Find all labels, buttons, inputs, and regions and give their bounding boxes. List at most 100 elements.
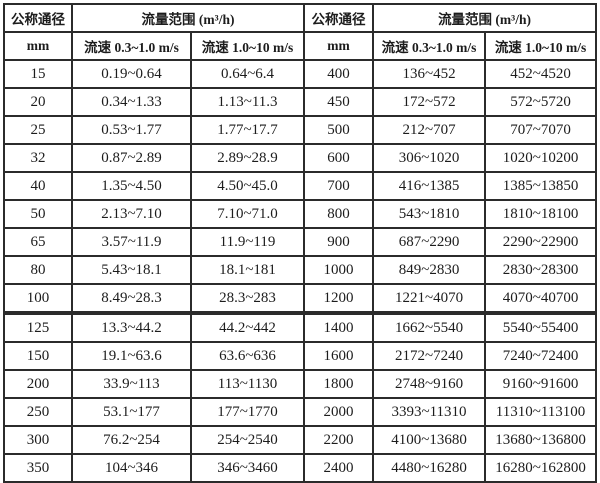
table-row: 80 5.43~18.1 18.1~181 1000 849~2830 2830~2830… (3, 255, 598, 285)
diameter-cell: 300 (3, 425, 73, 455)
table-row: 15 0.19~0.64 0.64~6.4 400 136~452 452~4520 (3, 59, 598, 89)
flow-range-cell: 3.57~11.9 (71, 227, 192, 257)
diameter-cell: 80 (3, 255, 73, 285)
diameter-cell: 400 (303, 59, 375, 89)
table-row: 20 0.34~1.33 1.13~11.3 450 172~572 572~5720 (3, 87, 598, 117)
flow-range-cell: 13680~136800 (484, 425, 598, 455)
flow-range-cell: 53.1~177 (71, 397, 192, 427)
flow-range-cell: 8.49~28.3 (71, 283, 192, 314)
flow-range-cell: 172~572 (372, 87, 487, 117)
diameter-cell: 1400 (303, 311, 375, 343)
flow-range-cell: 0.87~2.89 (71, 143, 192, 173)
flow-range-cell: 33.9~113 (71, 369, 192, 399)
diameter-cell: 350 (3, 453, 73, 483)
diameter-cell: 1600 (303, 341, 375, 371)
table-row: 350 104~346 346~3460 2400 4480~16280 16280~16… (3, 453, 598, 483)
flow-range-cell: 0.19~0.64 (71, 59, 192, 89)
flow-range-cell: 9160~91600 (484, 369, 598, 399)
flow-range-cell: 2748~9160 (372, 369, 487, 399)
flow-range-cell: 4.50~45.0 (189, 171, 306, 201)
flow-range-cell: 0.64~6.4 (189, 59, 306, 89)
flow-range-cell: 4100~13680 (372, 425, 487, 455)
flow-range-cell: 2172~7240 (372, 341, 487, 371)
flow-range-cell: 572~5720 (484, 87, 598, 117)
diameter-cell: 500 (303, 115, 375, 145)
diameter-cell: 32 (3, 143, 73, 173)
flow-range-cell: 2290~22900 (484, 227, 598, 257)
flow-range-cell: 707~7070 (484, 115, 598, 145)
left-velocity-high-header: 流速 1.0~10 m/s (189, 31, 306, 61)
diameter-cell: 65 (3, 227, 73, 257)
flow-range-cell: 28.3~283 (189, 283, 306, 314)
diameter-cell: 25 (3, 115, 73, 145)
diameter-cell: 1000 (303, 255, 375, 285)
flow-rate-spec-table: 公称通径 流量范围 (m³/h) 公称通径 流量范围 (m³/h) mm 流速 … (3, 3, 598, 483)
flow-range-cell: 2.89~28.9 (189, 143, 306, 173)
diameter-cell: 20 (3, 87, 73, 117)
flow-range-cell: 1.13~11.3 (189, 87, 306, 117)
flow-range-cell: 346~3460 (189, 453, 306, 483)
diameter-cell: 125 (3, 311, 73, 343)
table-row: 40 1.35~4.50 4.50~45.0 700 416~1385 1385~1385… (3, 171, 598, 201)
flow-range-cell: 1662~5540 (372, 311, 487, 343)
flow-range-cell: 1221~4070 (372, 283, 487, 314)
flow-range-cell: 0.34~1.33 (71, 87, 192, 117)
diameter-cell: 40 (3, 171, 73, 201)
flow-range-cell: 416~1385 (372, 171, 487, 201)
flow-range-cell: 11310~113100 (484, 397, 598, 427)
flow-range-cell: 76.2~254 (71, 425, 192, 455)
flow-range-cell: 7240~72400 (484, 341, 598, 371)
flow-range-cell: 104~346 (71, 453, 192, 483)
left-unit-header: mm (3, 31, 73, 61)
flow-range-cell: 113~1130 (189, 369, 306, 399)
table-row: 50 2.13~7.10 7.10~71.0 800 543~1810 1810~1810… (3, 199, 598, 229)
flow-range-cell: 1020~10200 (484, 143, 598, 173)
diameter-cell: 1800 (303, 369, 375, 399)
flow-range-cell: 136~452 (372, 59, 487, 89)
flow-range-cell: 1.35~4.50 (71, 171, 192, 201)
flow-range-cell: 18.1~181 (189, 255, 306, 285)
flow-range-cell: 1810~18100 (484, 199, 598, 229)
flow-range-cell: 4480~16280 (372, 453, 487, 483)
flow-range-cell: 5.43~18.1 (71, 255, 192, 285)
right-flow-range-header: 流量范围 (m³/h) (372, 3, 598, 33)
flow-range-cell: 849~2830 (372, 255, 487, 285)
flow-range-cell: 16280~162800 (484, 453, 598, 483)
flow-range-cell: 7.10~71.0 (189, 199, 306, 229)
flow-range-cell: 687~2290 (372, 227, 487, 257)
flow-range-cell: 4070~40700 (484, 283, 598, 314)
flow-range-cell: 3393~11310 (372, 397, 487, 427)
flow-range-cell: 19.1~63.6 (71, 341, 192, 371)
flow-range-cell: 212~707 (372, 115, 487, 145)
diameter-cell: 600 (303, 143, 375, 173)
right-unit-header: mm (303, 31, 375, 61)
flow-range-cell: 2.13~7.10 (71, 199, 192, 229)
flow-range-cell: 2830~28300 (484, 255, 598, 285)
flow-range-cell: 63.6~636 (189, 341, 306, 371)
diameter-cell: 50 (3, 199, 73, 229)
diameter-cell: 100 (3, 283, 73, 314)
diameter-cell: 900 (303, 227, 375, 257)
table-row: 32 0.87~2.89 2.89~28.9 600 306~1020 1020~1020… (3, 143, 598, 173)
diameter-cell: 450 (303, 87, 375, 117)
diameter-cell: 700 (303, 171, 375, 201)
diameter-cell: 1200 (303, 283, 375, 314)
table-row: 125 13.3~44.2 44.2~442 1400 1662~5540 5540~55… (3, 311, 598, 343)
flow-range-cell: 13.3~44.2 (71, 311, 192, 343)
diameter-cell: 200 (3, 369, 73, 399)
right-diameter-header: 公称通径 (303, 3, 375, 33)
diameter-cell: 250 (3, 397, 73, 427)
flow-range-cell: 44.2~442 (189, 311, 306, 343)
flow-range-cell: 177~1770 (189, 397, 306, 427)
table-row: 250 53.1~177 177~1770 2000 3393~11310 11310~1… (3, 397, 598, 427)
flow-range-cell: 452~4520 (484, 59, 598, 89)
diameter-cell: 2000 (303, 397, 375, 427)
table-body: 15 0.19~0.64 0.64~6.4 400 136~452 452~4520 20 0… (3, 59, 598, 483)
flow-range-cell: 5540~55400 (484, 311, 598, 343)
table-row: 150 19.1~63.6 63.6~636 1600 2172~7240 7240~72… (3, 341, 598, 371)
table-row: 100 8.49~28.3 28.3~283 1200 1221~4070 4070~40… (3, 283, 598, 314)
diameter-cell: 2400 (303, 453, 375, 483)
flow-range-cell: 543~1810 (372, 199, 487, 229)
flow-range-cell: 11.9~119 (189, 227, 306, 257)
